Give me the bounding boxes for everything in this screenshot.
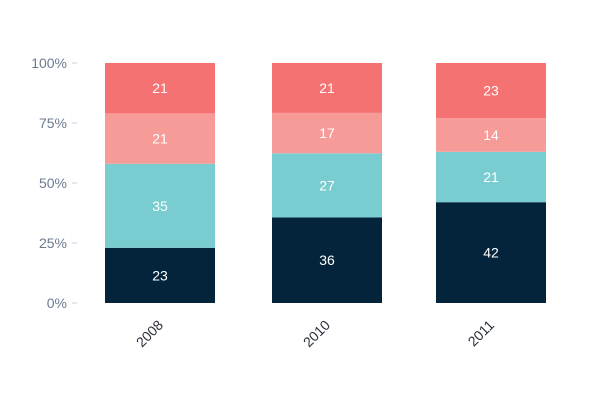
data-label-2011-s1: 42	[483, 245, 499, 261]
data-label-2008-s1: 23	[152, 267, 168, 283]
data-label-2010-s1: 36	[319, 252, 335, 268]
bar-segment-2008-s4[interactable]	[105, 63, 215, 114]
data-label-2010-s2: 27	[319, 177, 335, 193]
bar-segment-2011-s1[interactable]	[436, 202, 546, 303]
bar-segment-2010-s4[interactable]	[272, 63, 382, 113]
x-axis: 2008 2010 2011	[133, 317, 497, 350]
x-category-label: 2010	[300, 317, 333, 350]
data-label-2008-s4: 21	[152, 80, 168, 96]
bar-segment-2010-s3[interactable]	[272, 112, 382, 154]
data-label-2008-s3: 21	[152, 131, 168, 147]
data-label-2011-s4: 23	[483, 83, 499, 99]
data-label-2010-s3: 17	[319, 125, 335, 141]
data-label-2008-s2: 35	[152, 198, 168, 214]
data-label-2011-s3: 14	[483, 127, 499, 143]
bar-segment-2008-s3[interactable]	[105, 113, 215, 164]
x-category-label: 2011	[465, 317, 498, 350]
bar-segment-2011-s3[interactable]	[436, 118, 546, 152]
y-axis: 0% 25% 50% 75% 100%	[31, 55, 77, 311]
y-tick-label: 0%	[47, 295, 67, 311]
data-label-2010-s4: 21	[319, 80, 335, 96]
bar-segment-2010-s1[interactable]	[272, 217, 382, 303]
bar-segment-2011-s4[interactable]	[436, 63, 546, 119]
bar-segment-2008-s1[interactable]	[105, 247, 215, 303]
x-category-label: 2008	[133, 317, 166, 350]
bar-segment-2011-s2[interactable]	[436, 151, 546, 203]
y-tick-label: 25%	[39, 235, 67, 251]
data-label-2011-s2: 21	[483, 169, 499, 185]
bar-segment-2008-s2[interactable]	[105, 163, 215, 248]
bar-segment-2010-s2[interactable]	[272, 153, 382, 218]
bars: 23 35 21 21 36 27 17 21 42 21 14 23	[105, 63, 546, 303]
y-tick-label: 50%	[39, 175, 67, 191]
y-tick-label: 75%	[39, 115, 67, 131]
y-tick-label: 100%	[31, 55, 67, 71]
